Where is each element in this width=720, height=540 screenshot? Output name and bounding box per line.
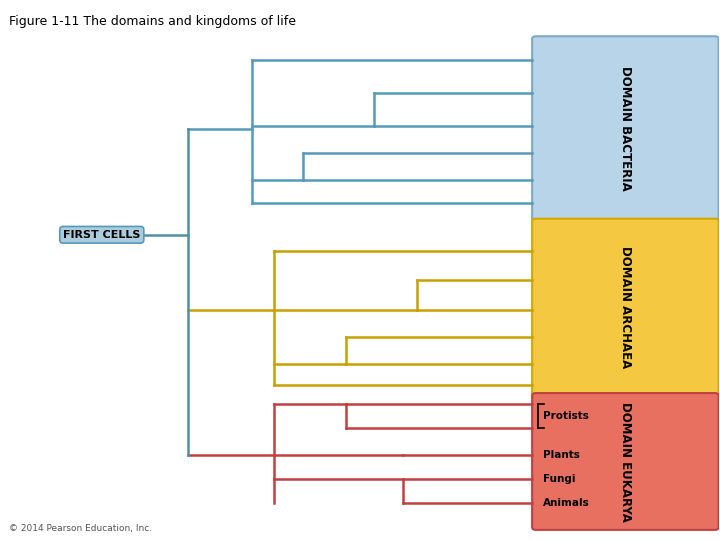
Text: Protists: Protists — [543, 411, 589, 421]
FancyBboxPatch shape — [532, 36, 719, 221]
Text: © 2014 Pearson Education, Inc.: © 2014 Pearson Education, Inc. — [9, 524, 152, 532]
Text: Plants: Plants — [543, 450, 580, 460]
Text: DOMAIN ARCHAEA: DOMAIN ARCHAEA — [619, 246, 632, 368]
Text: FIRST CELLS: FIRST CELLS — [63, 230, 140, 240]
Text: DOMAIN EUKARYA: DOMAIN EUKARYA — [619, 402, 632, 522]
FancyBboxPatch shape — [532, 393, 719, 530]
Text: Fungi: Fungi — [543, 474, 575, 484]
FancyBboxPatch shape — [532, 219, 719, 396]
Text: Animals: Animals — [543, 498, 590, 508]
Text: Figure 1-11 The domains and kingdoms of life: Figure 1-11 The domains and kingdoms of … — [9, 15, 296, 28]
Text: DOMAIN BACTERIA: DOMAIN BACTERIA — [619, 66, 632, 191]
